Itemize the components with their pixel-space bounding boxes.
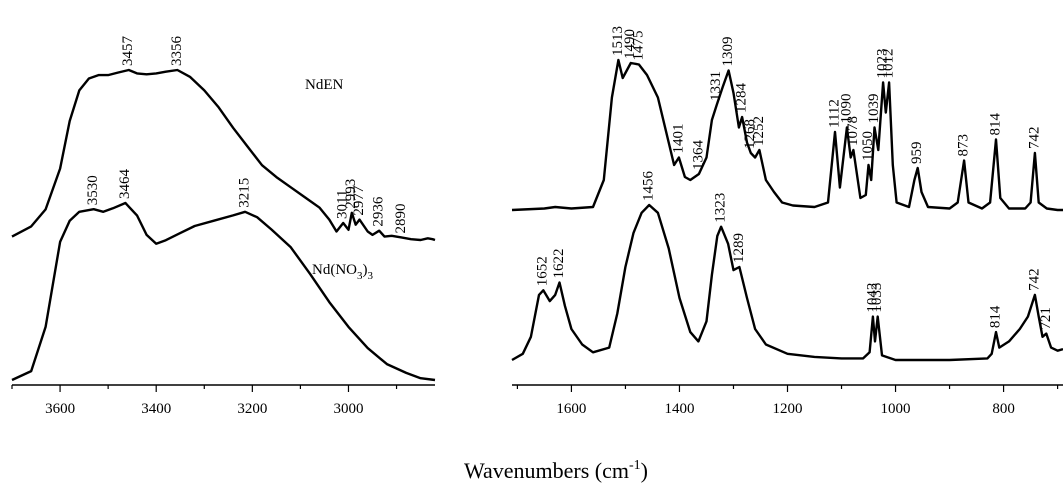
peak-label: 3530 [85, 175, 101, 205]
peak-label: 1364 [690, 139, 706, 170]
peak-label: 1042 [864, 283, 880, 313]
peak-label: 1513 [610, 26, 626, 56]
series-line-ndno3 [511, 203, 1063, 362]
x-tick-label: 1400 [664, 401, 694, 417]
peak-label: 1023 [875, 48, 891, 78]
peak-label: 959 [909, 142, 925, 165]
x-tick-label: 1000 [881, 401, 911, 417]
peak-label: 1309 [720, 36, 736, 66]
series-line-nden [511, 58, 1063, 212]
peak-label: 1090 [838, 93, 854, 123]
peak-label: 742 [1026, 268, 1042, 291]
peak-label: 3457 [120, 35, 136, 66]
peak-label: 1112 [826, 99, 842, 128]
peak-label: 1284 [734, 82, 750, 113]
series-line-ndno3 [11, 201, 436, 382]
peak-label: 3356 [169, 36, 185, 67]
peak-label: 1456 [641, 170, 657, 201]
series-label-nden: NdEN [305, 77, 343, 93]
peak-label: 2890 [393, 203, 409, 233]
x-tick-label: 1600 [556, 401, 586, 417]
peak-label: 2936 [371, 196, 387, 227]
x-tick-label: 3000 [333, 401, 363, 417]
x-tick-label: 3600 [45, 401, 75, 417]
peak-label: 1490 [622, 29, 638, 59]
x-tick-label: 3200 [237, 401, 267, 417]
x-tick-label: 1200 [773, 401, 803, 417]
peak-label: 1331 [708, 71, 724, 101]
series-label-ndno3: Nd(NO3)3 [312, 262, 374, 282]
x-axis-label: Wavenumbers (cm-1) [464, 458, 648, 483]
x-tick-label: 800 [992, 401, 1015, 417]
peak-label: 1012 [881, 49, 897, 79]
peak-label: 1323 [713, 193, 729, 223]
peak-label: 1078 [845, 116, 861, 146]
peak-label: 1652 [535, 256, 551, 286]
peak-label: 1268 [742, 119, 758, 149]
peak-label: 1622 [551, 248, 567, 278]
peak-label: 814 [987, 305, 1003, 328]
peak-label: 721 [1038, 307, 1054, 330]
peak-label: 873 [956, 134, 972, 157]
peak-label: 1050 [860, 131, 876, 161]
peak-label: 3011 [335, 190, 351, 219]
peak-label: 2993 [343, 179, 359, 209]
peak-label: 1475 [630, 30, 646, 60]
peak-label: 3464 [117, 168, 133, 199]
peak-label: 2977 [351, 185, 367, 216]
series-line-nden [11, 68, 436, 242]
peak-label: 1033 [869, 283, 885, 313]
peak-label: 3215 [237, 178, 253, 208]
x-tick-label: 3400 [141, 401, 171, 417]
peak-label: 1252 [751, 116, 767, 146]
peak-label: 742 [1026, 126, 1042, 149]
peak-label: 1289 [731, 233, 747, 263]
peak-label: 1401 [670, 123, 686, 153]
peak-label: 1039 [866, 94, 882, 124]
peak-label: 814 [987, 112, 1003, 135]
